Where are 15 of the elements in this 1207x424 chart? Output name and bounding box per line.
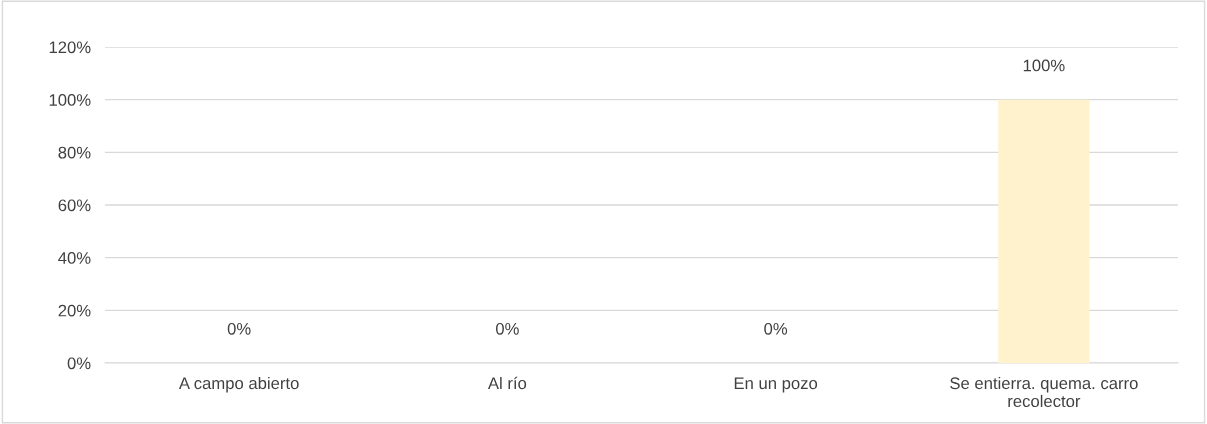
data-label: 100% — [1023, 59, 1065, 72]
y-tick-label: 100% — [49, 94, 91, 106]
y-tick-label: 40% — [58, 252, 91, 264]
y-tick-label: 80% — [58, 146, 91, 159]
data-label: 0% — [227, 322, 251, 335]
y-tick-label: 120% — [49, 41, 91, 54]
y-tick-label: 0% — [67, 357, 91, 370]
x-tick-label: En un pozo — [734, 377, 818, 393]
data-label: 0% — [764, 322, 788, 335]
y-tick-label: 20% — [58, 304, 91, 317]
y-tick-label: 60% — [58, 199, 91, 212]
x-tick-label: Al río — [487, 376, 527, 390]
data-label: 0% — [495, 322, 519, 335]
x-tick-label: A campo abierto — [178, 376, 299, 393]
x-tick-label: Se entierra. quema. carro recolector — [950, 376, 1138, 408]
